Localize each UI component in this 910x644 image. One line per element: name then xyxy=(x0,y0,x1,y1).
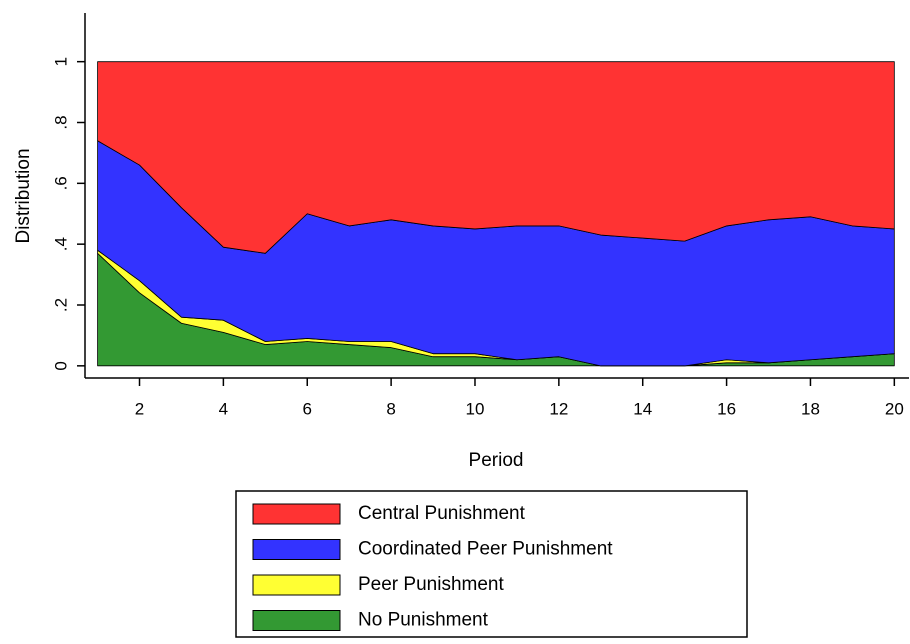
legend-swatch xyxy=(252,574,341,596)
x-tick-label: 20 xyxy=(885,399,904,418)
x-tick-label: 18 xyxy=(801,399,820,418)
x-tick-label: 16 xyxy=(717,399,736,418)
x-tick-label: 12 xyxy=(549,399,568,418)
x-tick-label: 8 xyxy=(386,399,395,418)
legend-swatch xyxy=(252,539,341,560)
legend-label: Peer Punishment xyxy=(358,574,504,595)
legend-label: Central Punishment xyxy=(358,503,526,524)
y-tick-label: 0 xyxy=(51,361,70,370)
y-tick-label: .6 xyxy=(51,176,70,190)
x-tick-label: 2 xyxy=(135,399,144,418)
y-tick-label: .2 xyxy=(51,298,70,312)
y-tick-label: .4 xyxy=(51,237,70,251)
legend-swatch xyxy=(252,503,341,525)
legend-swatch xyxy=(252,610,341,631)
x-axis-title: Period xyxy=(469,450,524,471)
y-tick-label: .8 xyxy=(51,115,70,129)
legend-label: No Punishment xyxy=(358,610,489,631)
x-tick-label: 4 xyxy=(219,399,228,418)
area xyxy=(97,61,895,254)
x-tick-label: 14 xyxy=(633,399,652,418)
x-tick-label: 10 xyxy=(466,399,485,418)
legend-label: Coordinated Peer Punishment xyxy=(358,539,613,560)
y-axis-title: Distribution xyxy=(13,148,34,243)
y-tick-label: 1 xyxy=(51,57,70,66)
x-tick-label: 6 xyxy=(303,399,312,418)
